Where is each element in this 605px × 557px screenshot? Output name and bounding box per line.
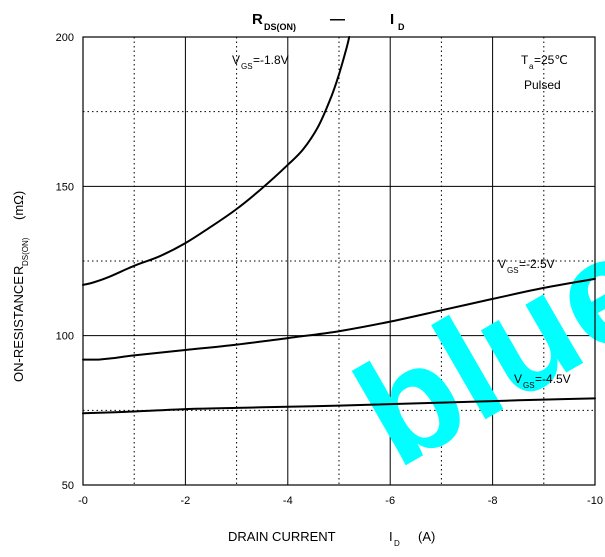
annotation-pulsed: Pulsed (524, 78, 561, 92)
series-layer (82, 36, 596, 415)
watermark-layer: blue (329, 198, 605, 498)
annotation-vgs-4-5: V GS =-4.5V (514, 372, 571, 390)
title-dash: — (330, 11, 345, 28)
x-tick-label: -6 (385, 495, 395, 507)
x-axis-title: DRAIN CURRENT I D (A) (228, 529, 435, 548)
title-i-sub: D (398, 22, 405, 32)
annotation-vgs-2-5-value: =-2.5V (519, 257, 555, 271)
y-tick-label: 200 (56, 32, 74, 44)
annotation-vgs-4-5-v: V (514, 372, 522, 386)
title-i: I (390, 11, 394, 28)
y-tick-label: 50 (62, 480, 74, 492)
x-axis-unit: (A) (418, 529, 435, 544)
annotation-vgs-4-5-sub: GS (523, 381, 535, 390)
annotation-vgs-1-8-sub: GS (241, 62, 253, 71)
series-line-vgs-18 (82, 36, 351, 286)
x-axis-label: DRAIN CURRENT (228, 529, 336, 544)
x-tick-label: -2 (181, 495, 191, 507)
series-line-vgs-45 (82, 397, 596, 415)
annotation-temperature-sub: a (529, 62, 534, 71)
annotation-temperature-t: T (521, 53, 529, 67)
tick-labels: -0 -2 -4 -6 -8 -10 50 100 150 200 (56, 32, 603, 507)
y-axis-label: ON-RESISTANCE (11, 276, 26, 382)
x-tick-label: -4 (283, 495, 293, 507)
y-axis-symbol-sub: DS(ON) (21, 237, 30, 266)
annotation-vgs-1-8-v: V (232, 53, 240, 67)
chart-title: R DS(ON) — I D (252, 11, 405, 32)
y-tick-label: 150 (56, 181, 74, 193)
annotation-temperature: T a =25℃ (521, 53, 568, 71)
title-r: R (252, 11, 263, 28)
annotation-vgs-1-8-value: =-1.8V (253, 53, 289, 67)
y-axis-symbol: R (11, 266, 26, 275)
annotation-vgs-2-5-sub: GS (507, 266, 519, 275)
series-line-vgs-25 (82, 277, 596, 361)
annotation-vgs-2-5: V GS =-2.5V (498, 257, 555, 275)
annotation-vgs-1-8: V GS =-1.8V (232, 53, 289, 71)
x-axis-symbol: I (389, 529, 393, 544)
y-axis-title: ON-RESISTANCE R DS(ON) (mΩ) (11, 191, 30, 382)
x-tick-label: -8 (488, 495, 498, 507)
plot-frame (82, 36, 596, 486)
annotation-vgs-2-5-v: V (498, 257, 506, 271)
annotation-vgs-4-5-value: =-4.5V (535, 372, 571, 386)
y-axis-unit: (mΩ) (11, 191, 26, 220)
annotation-temperature-value: =25℃ (534, 53, 568, 67)
y-tick-label: 100 (56, 331, 74, 343)
x-tick-label: -10 (587, 495, 603, 507)
grid (83, 37, 595, 485)
x-tick-label: -0 (78, 495, 88, 507)
x-axis-symbol-sub: D (394, 539, 400, 548)
watermark-text: blue (329, 198, 605, 498)
title-r-sub: DS(ON) (264, 22, 296, 32)
